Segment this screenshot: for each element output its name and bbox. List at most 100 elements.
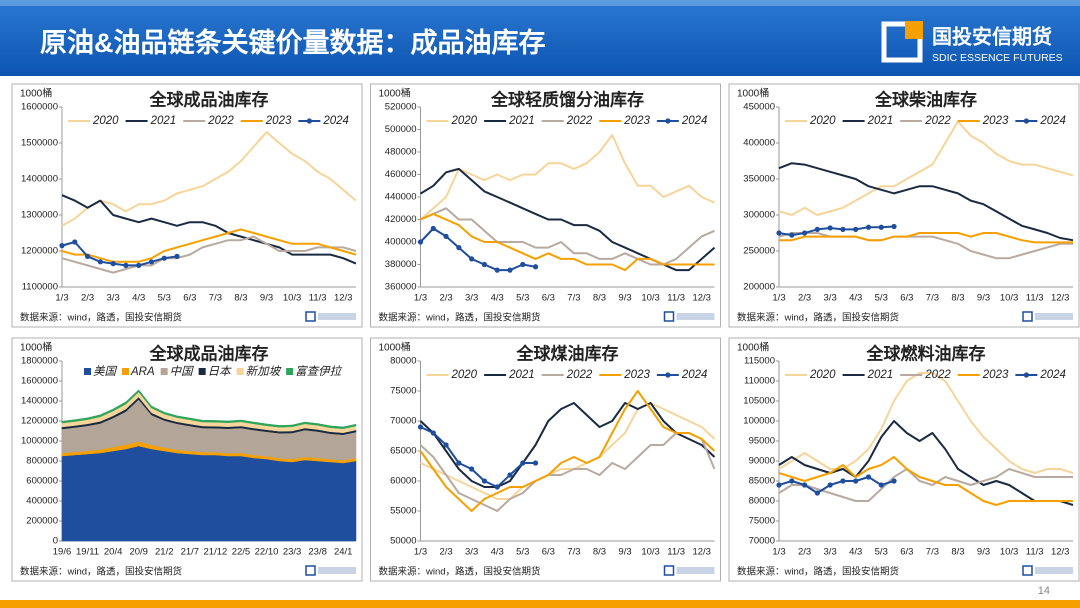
y-tick-label: 100000 [743, 416, 775, 427]
series-line [61, 235, 357, 274]
series-marker [776, 230, 782, 236]
series-line [419, 402, 716, 488]
series-line [419, 390, 716, 512]
x-tick-label: 11/3 [667, 293, 685, 304]
y-tick-label: 50000 [390, 536, 416, 547]
legend-label: 2024 [681, 369, 708, 381]
x-tick-label: 20/9 [129, 547, 148, 558]
legend-label: 2023 [982, 115, 1009, 127]
chart-panel: 1000桶 360000 380000 400000 420000 440000 46000… [370, 83, 721, 328]
mini-logo-text [676, 567, 715, 574]
y-tick-label: 1800000 [21, 356, 58, 367]
y-tick-label: 400000 [385, 237, 417, 248]
legend-label: 2023 [982, 369, 1009, 381]
legend-label: 2020 [451, 115, 478, 127]
series-marker [443, 442, 449, 448]
chart-title: 全球轻质馏分油库存 [490, 89, 644, 109]
x-tick-label: 9/3 [977, 547, 990, 558]
series-marker [136, 262, 142, 268]
y-axis-label: 1000桶 [20, 341, 52, 354]
x-tick-label: 19/6 [53, 547, 72, 558]
y-tick-label: 80000 [749, 496, 775, 507]
series-line [61, 241, 178, 267]
legend-label: 2024 [1039, 369, 1066, 381]
series-marker [891, 223, 897, 230]
series-marker [417, 424, 424, 430]
series-marker [532, 264, 539, 270]
x-tick-label: 2/3 [81, 293, 94, 304]
mini-logo-icon [1022, 565, 1033, 576]
x-tick-label: 12/3 [1051, 547, 1070, 558]
chart-panel: 1000桶 50000 55000 60000 65000 70000 75000 80000… [370, 337, 721, 582]
x-tick-label: 5/3 [875, 547, 888, 558]
legend-label: 2024 [1039, 115, 1066, 127]
series-marker [814, 226, 820, 232]
source-note: 数据来源：wind，路透，国投安信期货 [737, 312, 899, 324]
legend-label: 2023 [265, 115, 292, 127]
legend-label: 2023 [623, 369, 650, 381]
y-axis-label: 1000桶 [20, 87, 52, 100]
legend-label: 2022 [566, 115, 593, 127]
legend-label: 中国 [170, 365, 194, 378]
x-tick-label: 10/3 [641, 293, 660, 304]
series-marker [789, 232, 795, 238]
y-tick-label: 440000 [385, 192, 417, 203]
series-line [61, 131, 357, 227]
series-line [420, 212, 715, 272]
x-tick-label: 5/3 [516, 293, 529, 304]
x-tick-label: 4/3 [132, 293, 145, 304]
mini-logo-icon [1022, 311, 1033, 322]
series-line [419, 134, 715, 221]
source-note: 数据来源：wind，路透，国投安信期货 [379, 312, 541, 324]
source-note: 数据来源：wind，路透，国投安信期货 [737, 566, 899, 578]
mini-logo-text [1035, 567, 1073, 574]
y-axis-label: 1000桶 [737, 87, 769, 100]
series-line [420, 426, 536, 488]
x-tick-label: 8/3 [593, 293, 606, 304]
series-line [778, 420, 1074, 506]
series-marker [430, 225, 436, 232]
mini-logo-text [318, 313, 356, 320]
x-tick-label: 12/3 [692, 293, 711, 304]
series-marker [72, 239, 78, 245]
y-tick-label: 70000 [749, 536, 775, 547]
y-tick-label: 1600000 [21, 102, 58, 113]
legend-label: 新加坡 [246, 365, 282, 378]
legend-marker [665, 118, 671, 124]
y-tick-label: 500000 [385, 124, 417, 135]
series-marker [865, 474, 872, 480]
series-marker [417, 239, 424, 245]
x-tick-label: 9/3 [260, 293, 273, 304]
series-line [779, 232, 1073, 244]
y-tick-label: 80000 [390, 356, 416, 367]
legend-label: 2021 [508, 369, 535, 381]
mini-logo-text [1035, 313, 1073, 320]
series-marker [520, 261, 526, 268]
series-line [778, 162, 1074, 242]
x-tick-label: 20/4 [104, 547, 123, 558]
series-marker [494, 484, 500, 490]
y-tick-label: 110000 [744, 376, 775, 387]
x-tick-label: 23/3 [283, 547, 302, 558]
series-marker [853, 226, 859, 232]
legend-label: 2021 [867, 115, 894, 127]
x-tick-label: 4/3 [491, 293, 504, 304]
x-tick-label: 6/3 [900, 547, 913, 558]
x-tick-label: 1/3 [55, 293, 68, 304]
x-tick-label: 5/3 [158, 293, 171, 304]
y-tick-label: 1000000 [21, 436, 58, 447]
y-tick-label: 600000 [26, 476, 58, 487]
x-tick-label: 11/3 [667, 547, 685, 558]
legend-label: ARA [130, 366, 155, 378]
series-marker [827, 482, 833, 488]
series-marker [532, 460, 539, 466]
y-tick-label: 1100000 [22, 282, 58, 293]
x-tick-label: 10/3 [1000, 293, 1019, 304]
x-tick-label: 2/3 [439, 547, 452, 558]
y-tick-label: 480000 [385, 147, 417, 158]
x-tick-label: 2/3 [439, 293, 452, 304]
series-marker [814, 490, 820, 496]
y-tick-label: 520000 [385, 102, 417, 113]
legend-label: 2022 [924, 369, 951, 381]
x-tick-label: 2/3 [798, 293, 811, 304]
